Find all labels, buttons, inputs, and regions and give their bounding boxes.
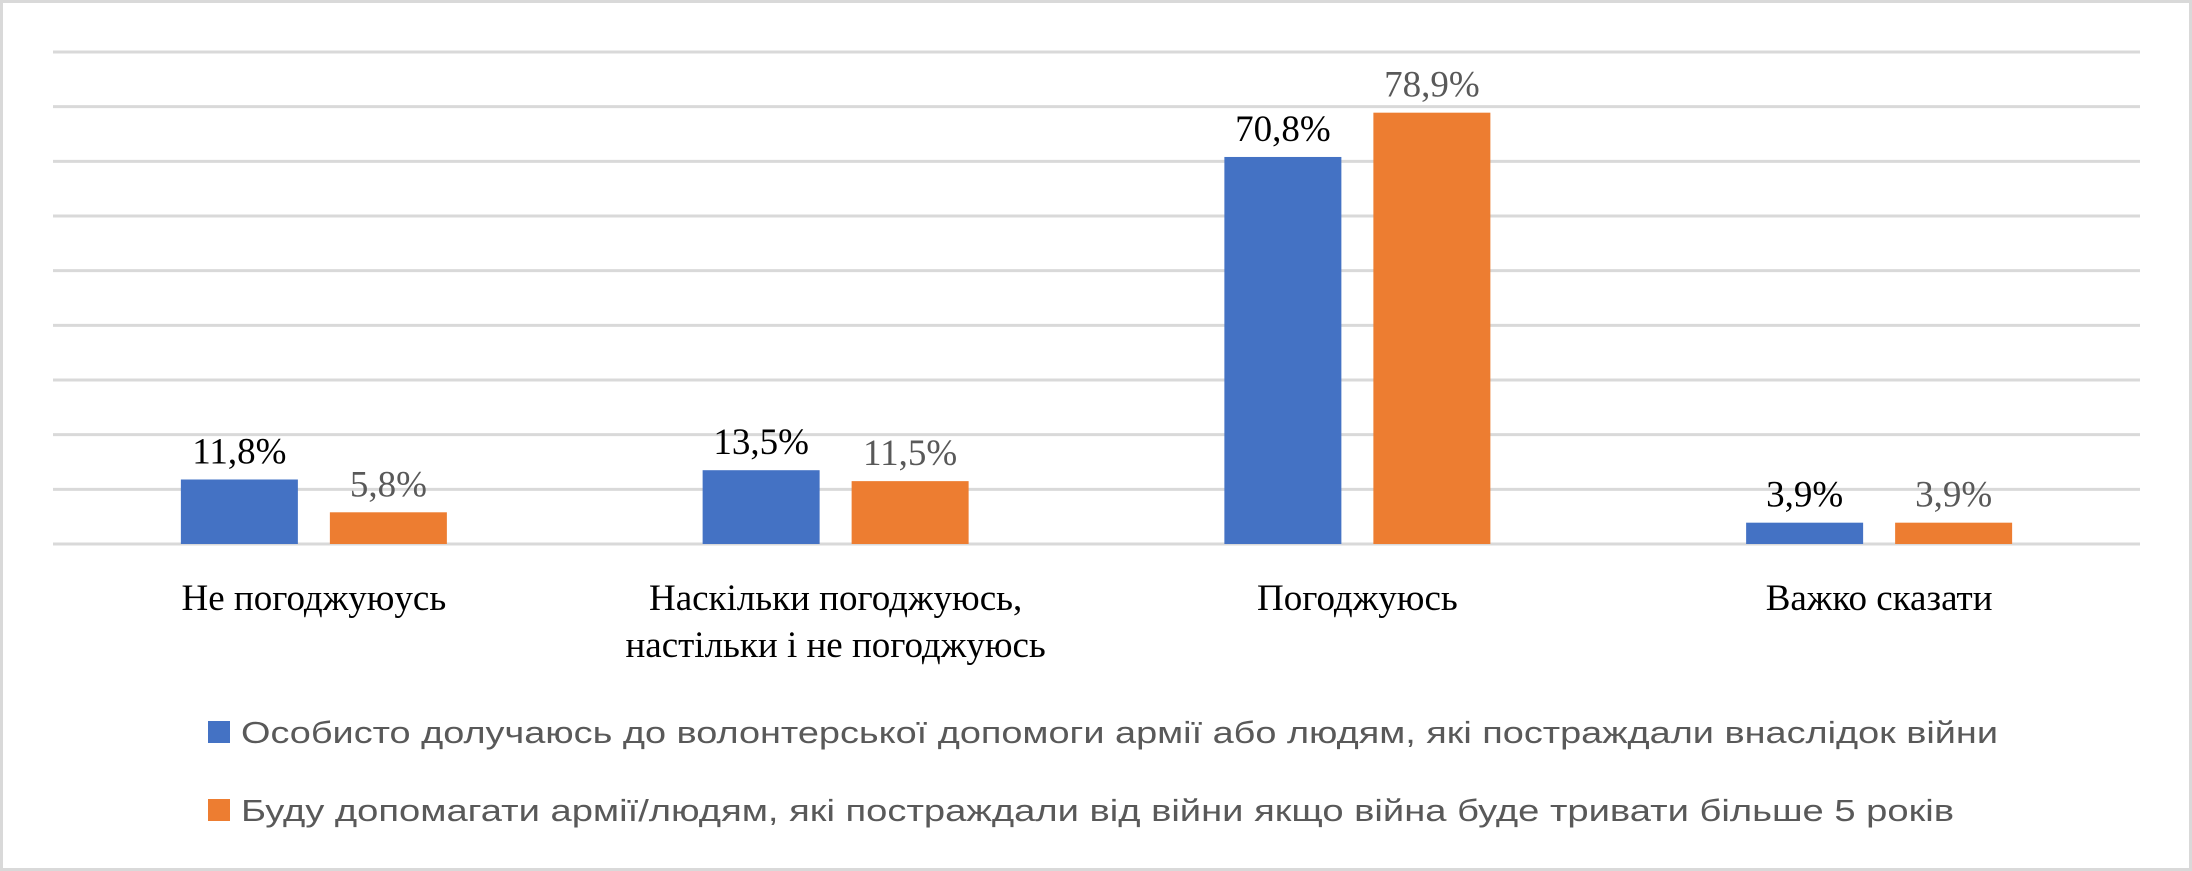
bar-series-2 (1895, 522, 2013, 544)
data-labels: 11,8% 5,8% 13,5% 11,5% 70,8% 78,9% 3,9% 3,9% (192, 65, 1992, 516)
bar-series-1 (1224, 156, 1342, 544)
bars (180, 112, 2013, 545)
category-label: настільки і не погоджуюсь (625, 625, 1045, 666)
category-label: Наскільки погоджуюсь, (649, 578, 1022, 619)
data-label: 13,5% (713, 422, 809, 463)
bar-series-1 (180, 479, 298, 544)
legend: Особисто долучаюсь до волонтерської допо… (208, 715, 1998, 828)
legend-label: Буду допомагати армії/людям, які постраж… (241, 793, 1954, 828)
legend-label: Особисто долучаюсь до волонтерської допо… (241, 715, 1998, 750)
legend-swatch (208, 721, 230, 743)
data-label: 11,5% (863, 433, 957, 474)
bar-series-1 (702, 470, 820, 544)
bar-series-1 (1746, 522, 1864, 544)
category-label: Погоджуюсь (1257, 578, 1458, 619)
category-label: Важко сказати (1766, 578, 1993, 619)
bar-series-2 (851, 481, 969, 544)
data-label: 78,9% (1384, 65, 1480, 106)
data-label: 5,8% (350, 464, 427, 505)
category-label: Не погоджуюусь (182, 578, 447, 619)
legend-swatch (208, 799, 230, 821)
data-label: 70,8% (1235, 109, 1331, 150)
data-label: 3,9% (1766, 475, 1843, 516)
data-label: 3,9% (1915, 475, 1992, 516)
data-label: 11,8% (192, 431, 286, 472)
bar-series-2 (329, 512, 447, 544)
category-labels: Не погоджуюусь Наскільки погоджуюсь, насті… (182, 578, 1993, 666)
bar-series-2 (1373, 112, 1491, 545)
